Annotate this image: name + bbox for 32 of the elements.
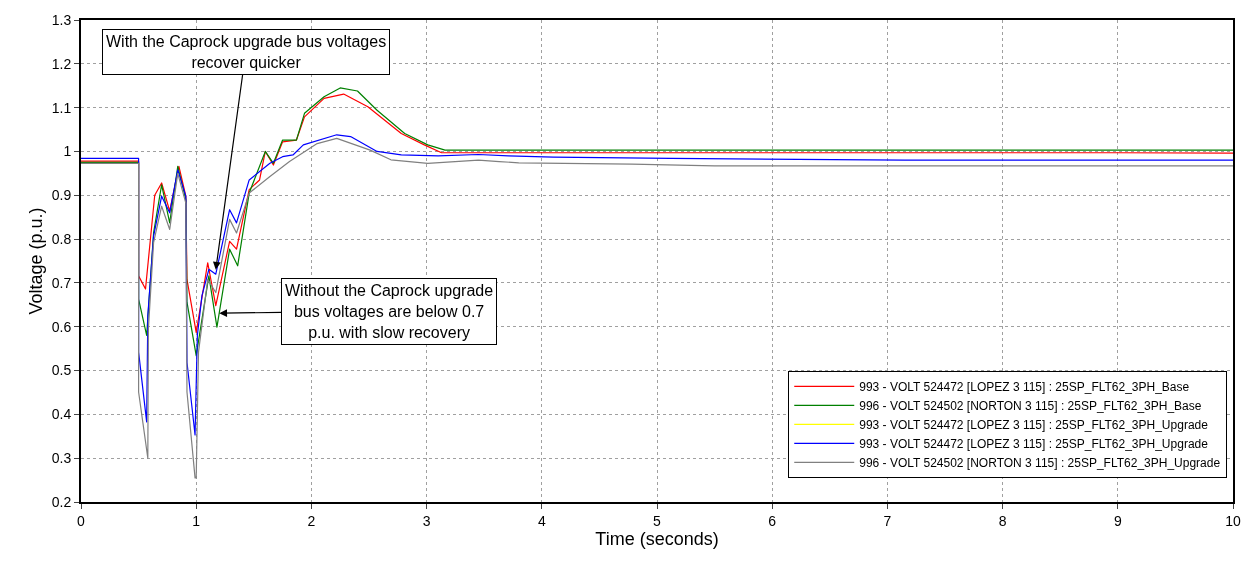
annotation: With the Caprock upgrade bus voltages recover quicker [106,33,387,71]
y-tick-label: 0.7 [51,274,72,291]
x-tick-label: 0 [77,512,86,529]
y-tick-label: 1.2 [51,55,72,72]
legend-label: 996 - VOLT 524502 [NORTON 3 115] : 25SP_FLT62_3PH_Upgrade [859,456,1221,471]
x-tick-label: 6 [768,512,777,529]
y-tick-label: 0.2 [51,493,72,510]
y-axis-title: Voltage (p.u.) [26,207,47,315]
x-tick-label: 5 [653,512,662,529]
x-tick-label: 2 [307,512,316,529]
x-tick-label: 1 [192,512,201,529]
y-tick-label: 1 [63,143,72,160]
y-tick-label: 0.3 [51,450,72,467]
y-tick-label: 0.6 [51,318,72,335]
annotation: Without the Caprock upgrade bus voltages are below 0.7 p.u. with slow recovery [285,282,494,341]
x-tick-label: 4 [537,512,546,529]
legend-label: 996 - VOLT 524502 [NORTON 3 115] : 25SP_FLT62_3PH_Base [859,399,1202,414]
x-tick-label: 10 [1225,512,1241,529]
y-tick-label: 0.4 [51,406,72,423]
y-tick-label: 0.9 [51,187,72,204]
x-tick-label: 9 [1113,512,1122,529]
x-axis-title: Time (seconds) [595,528,719,549]
y-tick-label: 1.1 [51,99,72,116]
x-tick-label: 8 [998,512,1007,529]
x-tick-label: 7 [883,512,892,529]
y-tick-label: 0.8 [51,230,72,247]
legend-label: 993 - VOLT 524472 [LOPEZ 3 115] : 25SP_FLT62_3PH_Base [859,380,1190,395]
x-tick-label: 3 [422,512,431,529]
legend-label: 993 - VOLT 524472 [LOPEZ 3 115] : 25SP_FLT62_3PH_Upgrade [859,418,1209,433]
legend-label: 993 - VOLT 524472 [LOPEZ 3 115] : 25SP_FLT62_3PH_Upgrade [859,437,1209,452]
y-tick-label: 0.5 [51,362,72,379]
y-tick-label: 1.3 [51,11,72,28]
